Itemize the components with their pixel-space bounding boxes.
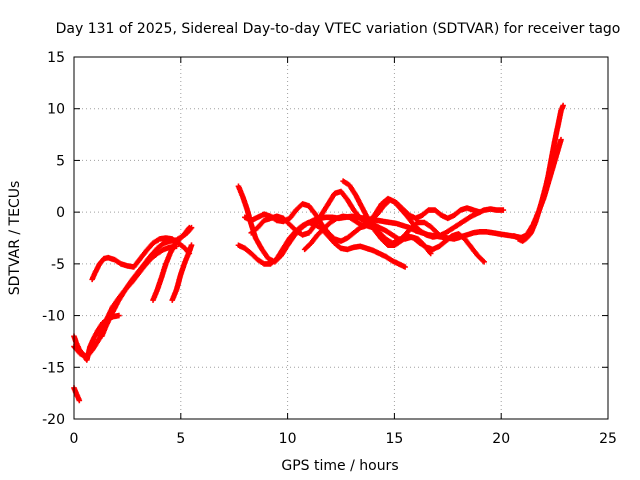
series-markers xyxy=(89,235,193,283)
series-markers xyxy=(150,224,195,303)
y-tick-label: -20 xyxy=(42,412,65,428)
x-tick-label: 15 xyxy=(385,431,403,447)
y-tick-label: -5 xyxy=(51,257,65,273)
series-markers xyxy=(511,136,564,241)
series-markers xyxy=(515,102,566,244)
x-tick-label: 10 xyxy=(279,431,297,447)
tick-layer: 0 5 10 15 20 25 -20 -15 -10 -5 0 5 10 15 xyxy=(42,50,617,447)
series-trace-1 xyxy=(71,385,83,404)
plot-frame xyxy=(73,56,609,420)
series-trace-6 xyxy=(150,224,195,303)
y-tick-label: -15 xyxy=(42,360,65,376)
series-markers xyxy=(235,219,408,270)
data-layer xyxy=(71,102,566,404)
x-tick-label: 20 xyxy=(492,431,510,447)
y-tick-label: 5 xyxy=(56,153,65,169)
y-tick-label: -10 xyxy=(42,309,65,325)
series-trace-16 xyxy=(511,136,564,241)
y-tick-label: 0 xyxy=(56,205,65,221)
x-tick-label: 5 xyxy=(176,431,185,447)
y-tick-label: 15 xyxy=(47,50,65,66)
series-trace-13 xyxy=(340,178,487,265)
x-axis-title: GPS time / hours xyxy=(281,458,398,474)
series-trace-7 xyxy=(169,242,195,303)
series-trace-5 xyxy=(98,243,180,340)
series-trace-4 xyxy=(89,235,193,283)
y-tick-label: 10 xyxy=(47,102,65,118)
series-trace-14 xyxy=(361,196,483,228)
series-trace-9 xyxy=(235,219,408,270)
series-markers xyxy=(340,178,487,265)
series-trace-15 xyxy=(515,102,566,244)
x-tick-label: 25 xyxy=(599,431,617,447)
x-tick-label: 0 xyxy=(70,431,79,447)
series-markers xyxy=(98,243,180,340)
series-markers xyxy=(169,242,195,303)
series-markers xyxy=(361,196,483,228)
y-axis-title: SDTVAR / TECUs xyxy=(7,181,23,296)
series-markers xyxy=(71,385,83,404)
chart-title: Day 131 of 2025, Sidereal Day-to-day VTE… xyxy=(56,21,621,37)
